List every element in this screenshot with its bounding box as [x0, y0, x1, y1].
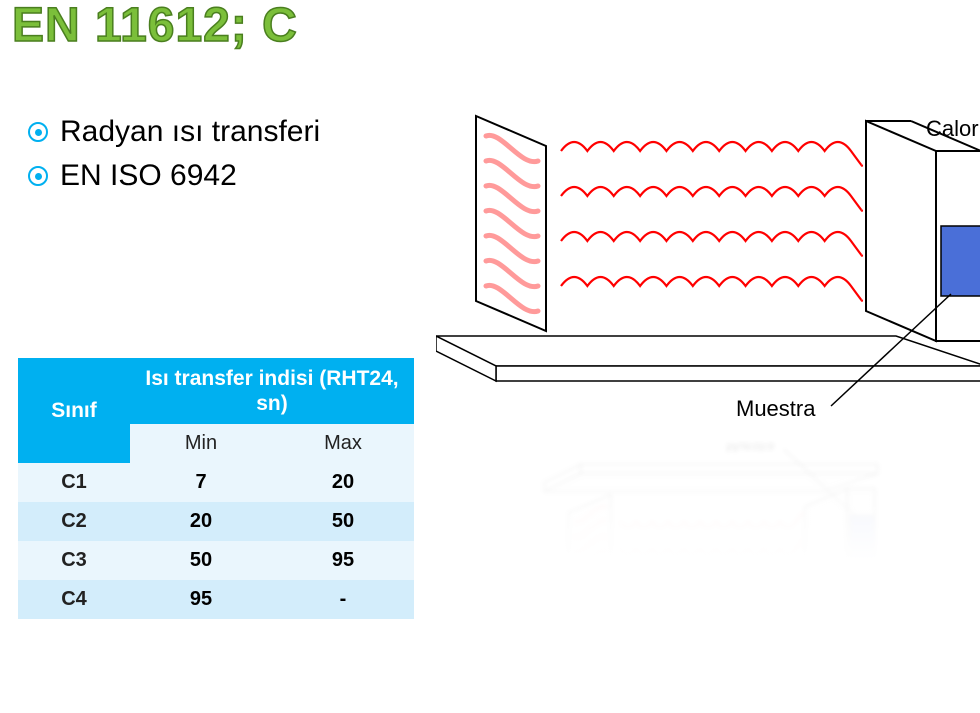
- bullet-list: Radyan ısı transferi EN ISO 6942: [28, 115, 320, 203]
- svg-text:Muestra: Muestra: [736, 396, 816, 421]
- diagram-svg: Muestra Calorí: [436, 106, 980, 436]
- table-row: C4 95 -: [18, 580, 414, 619]
- bullet-icon: [28, 166, 48, 186]
- header-index: Isı transfer indisi (RHT24, sn): [130, 358, 414, 424]
- table-row: C2 20 50: [18, 502, 414, 541]
- cell-max: 20: [272, 463, 414, 502]
- cell-class: C1: [18, 463, 130, 502]
- cell-max: 50: [272, 502, 414, 541]
- cell-class: C2: [18, 502, 130, 541]
- subheader-max: Max: [272, 424, 414, 463]
- cell-min: 7: [130, 463, 272, 502]
- bullet-item: Radyan ısı transferi: [28, 115, 320, 149]
- cell-max: -: [272, 580, 414, 619]
- cell-min: 95: [130, 580, 272, 619]
- subheader-min: Min: [130, 424, 272, 463]
- cell-max: 95: [272, 541, 414, 580]
- svg-text:Calorí: Calorí: [926, 116, 980, 141]
- classification-table: Sınıf Isı transfer indisi (RHT24, sn) Mi…: [18, 358, 414, 619]
- cell-class: C4: [18, 580, 130, 619]
- cell-class: C3: [18, 541, 130, 580]
- radiant-heat-diagram: Muestra Calorí Muestra Calorí: [436, 106, 978, 526]
- bullet-icon: [28, 122, 48, 142]
- table-row: C1 7 20: [18, 463, 414, 502]
- bullet-text: EN ISO 6942: [60, 159, 237, 193]
- header-class: Sınıf: [18, 358, 130, 463]
- slide-title: EN 11612; C: [12, 0, 298, 53]
- bullet-text: Radyan ısı transferi: [60, 115, 320, 149]
- diagram-reflection: MuestraCalorí: [436, 431, 980, 631]
- bullet-item: EN ISO 6942: [28, 159, 320, 193]
- cell-min: 50: [130, 541, 272, 580]
- cell-min: 20: [130, 502, 272, 541]
- table-row: C3 50 95: [18, 541, 414, 580]
